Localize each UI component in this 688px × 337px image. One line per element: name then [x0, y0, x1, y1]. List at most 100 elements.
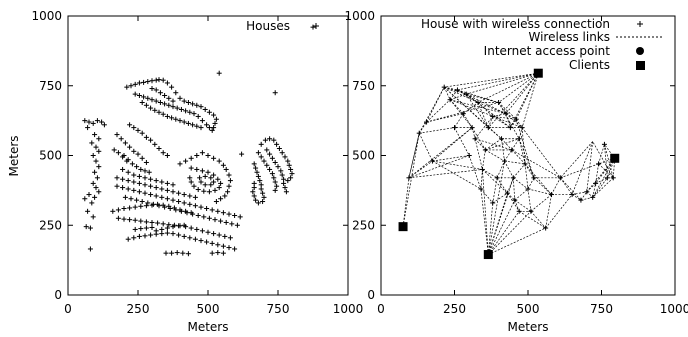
- house-point: [115, 207, 121, 213]
- house-point: [96, 136, 102, 142]
- wireless-link: [571, 194, 582, 201]
- house-point: [220, 250, 226, 256]
- house-point: [222, 193, 228, 199]
- house-point: [223, 166, 229, 172]
- wireless-link: [496, 177, 508, 194]
- house-point: [127, 122, 133, 128]
- house-point: [178, 106, 184, 112]
- wireless-house-point: [485, 125, 491, 131]
- house-point: [181, 200, 187, 206]
- house-point: [185, 120, 191, 126]
- house-point: [142, 168, 148, 174]
- wireless-link: [477, 102, 507, 114]
- house-point: [234, 222, 240, 228]
- house-point: [87, 225, 93, 231]
- y-tick-label: 1000: [31, 9, 62, 23]
- house-point: [148, 232, 154, 238]
- house-point: [180, 250, 186, 256]
- house-point: [135, 151, 141, 157]
- wireless-link: [480, 188, 493, 204]
- wireless-house-point: [496, 99, 502, 105]
- wireless-link: [510, 119, 517, 128]
- wireless-link: [449, 99, 464, 114]
- house-point: [286, 162, 292, 168]
- wireless-link: [482, 149, 486, 170]
- legend-label-wireless-links: Wireless links: [529, 30, 611, 44]
- wireless-links-series: [402, 72, 616, 255]
- wireless-link: [518, 138, 535, 178]
- house-point: [199, 228, 205, 234]
- house-point: [181, 98, 187, 104]
- house-point: [120, 154, 126, 160]
- wireless-link: [498, 102, 507, 114]
- house-point: [114, 132, 120, 138]
- house-point: [194, 123, 200, 129]
- house-point: [205, 153, 211, 158]
- house-point: [125, 169, 131, 175]
- wireless-house-point: [510, 175, 516, 181]
- house-point: [93, 158, 99, 164]
- house-point: [160, 77, 166, 83]
- wireless-house-point: [499, 136, 505, 142]
- wireless-house-point: [549, 192, 555, 198]
- wireless-house-point: [447, 97, 453, 103]
- clients-series: [398, 68, 620, 260]
- house-point: [212, 187, 218, 193]
- house-point: [131, 125, 137, 131]
- wireless-link: [444, 72, 539, 88]
- y-tick-label: 250: [39, 218, 62, 232]
- house-point: [83, 224, 89, 230]
- wireless-house-point: [522, 161, 528, 167]
- wireless-link: [604, 144, 616, 159]
- wireless-link: [524, 163, 535, 179]
- house-point: [153, 98, 159, 104]
- house-point: [110, 208, 116, 214]
- wireless-link: [492, 116, 517, 120]
- wireless-link: [551, 177, 561, 195]
- wireless-link: [408, 127, 473, 179]
- house-point: [149, 78, 155, 84]
- house-point: [174, 105, 180, 111]
- house-point: [170, 189, 176, 195]
- house-point: [255, 150, 261, 156]
- house-point: [274, 183, 280, 189]
- house-point: [258, 186, 264, 192]
- house-point: [276, 146, 282, 152]
- house-point: [215, 250, 221, 256]
- wireless-link: [488, 72, 539, 128]
- house-point: [251, 185, 257, 191]
- house-point: [183, 108, 189, 114]
- wireless-link: [515, 119, 523, 128]
- house-point: [86, 119, 92, 125]
- house-point: [194, 102, 200, 108]
- house-point: [157, 99, 163, 105]
- wireless-house-point: [475, 99, 481, 105]
- house-point: [192, 236, 198, 242]
- house-point: [152, 141, 158, 147]
- wireless-link: [604, 144, 614, 178]
- house-point: [131, 179, 137, 185]
- house-with-wireless-series: [406, 84, 616, 231]
- x-axis-label: Meters: [187, 320, 228, 334]
- house-point: [149, 97, 155, 103]
- house-point: [143, 219, 149, 225]
- house-point: [142, 175, 148, 181]
- house-point: [121, 206, 127, 212]
- house-point: [101, 122, 107, 128]
- house-point: [160, 111, 166, 117]
- house-point: [197, 175, 203, 181]
- house-point: [285, 178, 291, 184]
- house-point: [232, 246, 238, 252]
- house-point: [164, 153, 170, 158]
- house-point: [143, 102, 149, 108]
- house-point: [143, 225, 149, 231]
- house-point: [215, 176, 221, 182]
- house-point: [96, 189, 102, 195]
- house-point: [132, 226, 138, 232]
- house-point: [271, 175, 277, 181]
- house-point: [198, 125, 204, 131]
- house-point: [205, 169, 211, 175]
- x-tick-label: 750: [267, 302, 290, 316]
- house-point: [156, 146, 162, 152]
- house-point: [282, 154, 288, 160]
